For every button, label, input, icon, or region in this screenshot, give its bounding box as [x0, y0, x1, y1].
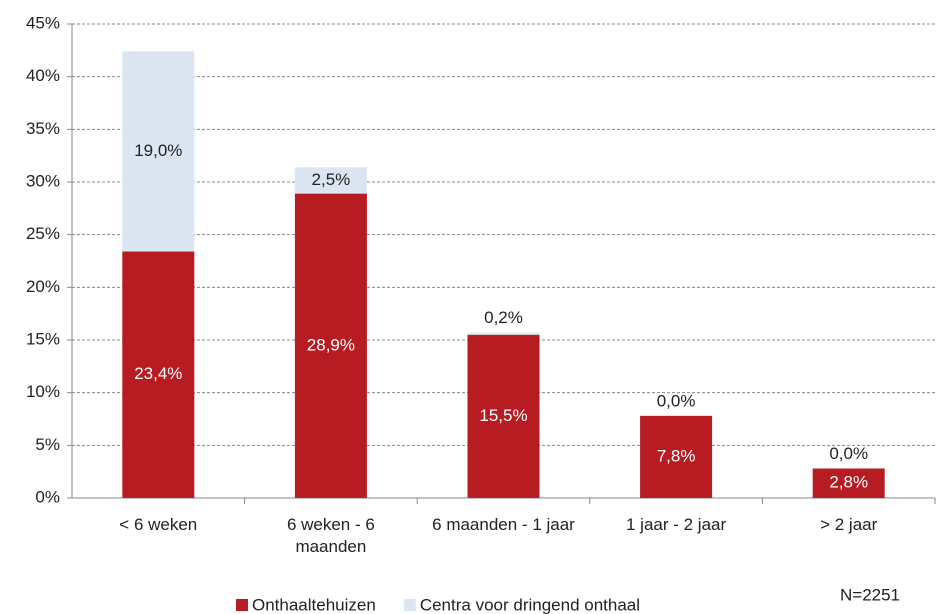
x-tick-label: 6 maanden - 1 jaar [432, 515, 575, 534]
data-label: 15,5% [479, 406, 527, 425]
bar-segment [122, 251, 195, 498]
bar-segment [812, 468, 885, 498]
x-tick-label: > 2 jaar [820, 515, 878, 534]
bar-segment [640, 415, 713, 498]
data-label: 7,8% [657, 446, 696, 465]
legend-label: Centra voor dringend onthaal [420, 595, 640, 614]
bar-segment [467, 332, 540, 335]
bar-segment [122, 51, 195, 252]
legend-swatch [403, 599, 416, 611]
data-label: 0,0% [829, 444, 868, 463]
data-label: 23,4% [134, 364, 182, 383]
x-tick-label: 6 weken - 6 maanden [286, 515, 375, 556]
data-label: 2,5% [312, 170, 351, 189]
data-label: 0,0% [657, 391, 696, 410]
bar-segment [467, 334, 540, 498]
y-tick-label: 0% [35, 487, 60, 506]
y-tick-label: 20% [26, 277, 60, 296]
y-tick-label: 45% [26, 13, 60, 32]
x-tick-label: 1 jaar - 2 jaar [626, 515, 727, 534]
legend-swatch [236, 599, 248, 611]
data-label: 19,0% [134, 141, 182, 160]
bar-segment [294, 193, 367, 498]
y-tick-label: 30% [26, 171, 60, 190]
y-tick-label: 25% [26, 224, 60, 243]
x-tick-label: < 6 weken [119, 515, 198, 534]
data-label: 0,2% [484, 308, 523, 327]
y-tick-label: 10% [26, 382, 60, 401]
y-tick-label: 40% [26, 66, 60, 85]
data-label: 28,9% [307, 335, 355, 354]
bar-segment [294, 167, 367, 194]
data-label: 2,8% [829, 473, 868, 492]
y-tick-label: 15% [26, 329, 60, 348]
y-tick-label: 5% [35, 435, 60, 454]
legend-label: Onthaaltehuizen [252, 595, 376, 614]
y-tick-label: 35% [26, 119, 60, 138]
annotation: N=2251 [840, 585, 900, 604]
